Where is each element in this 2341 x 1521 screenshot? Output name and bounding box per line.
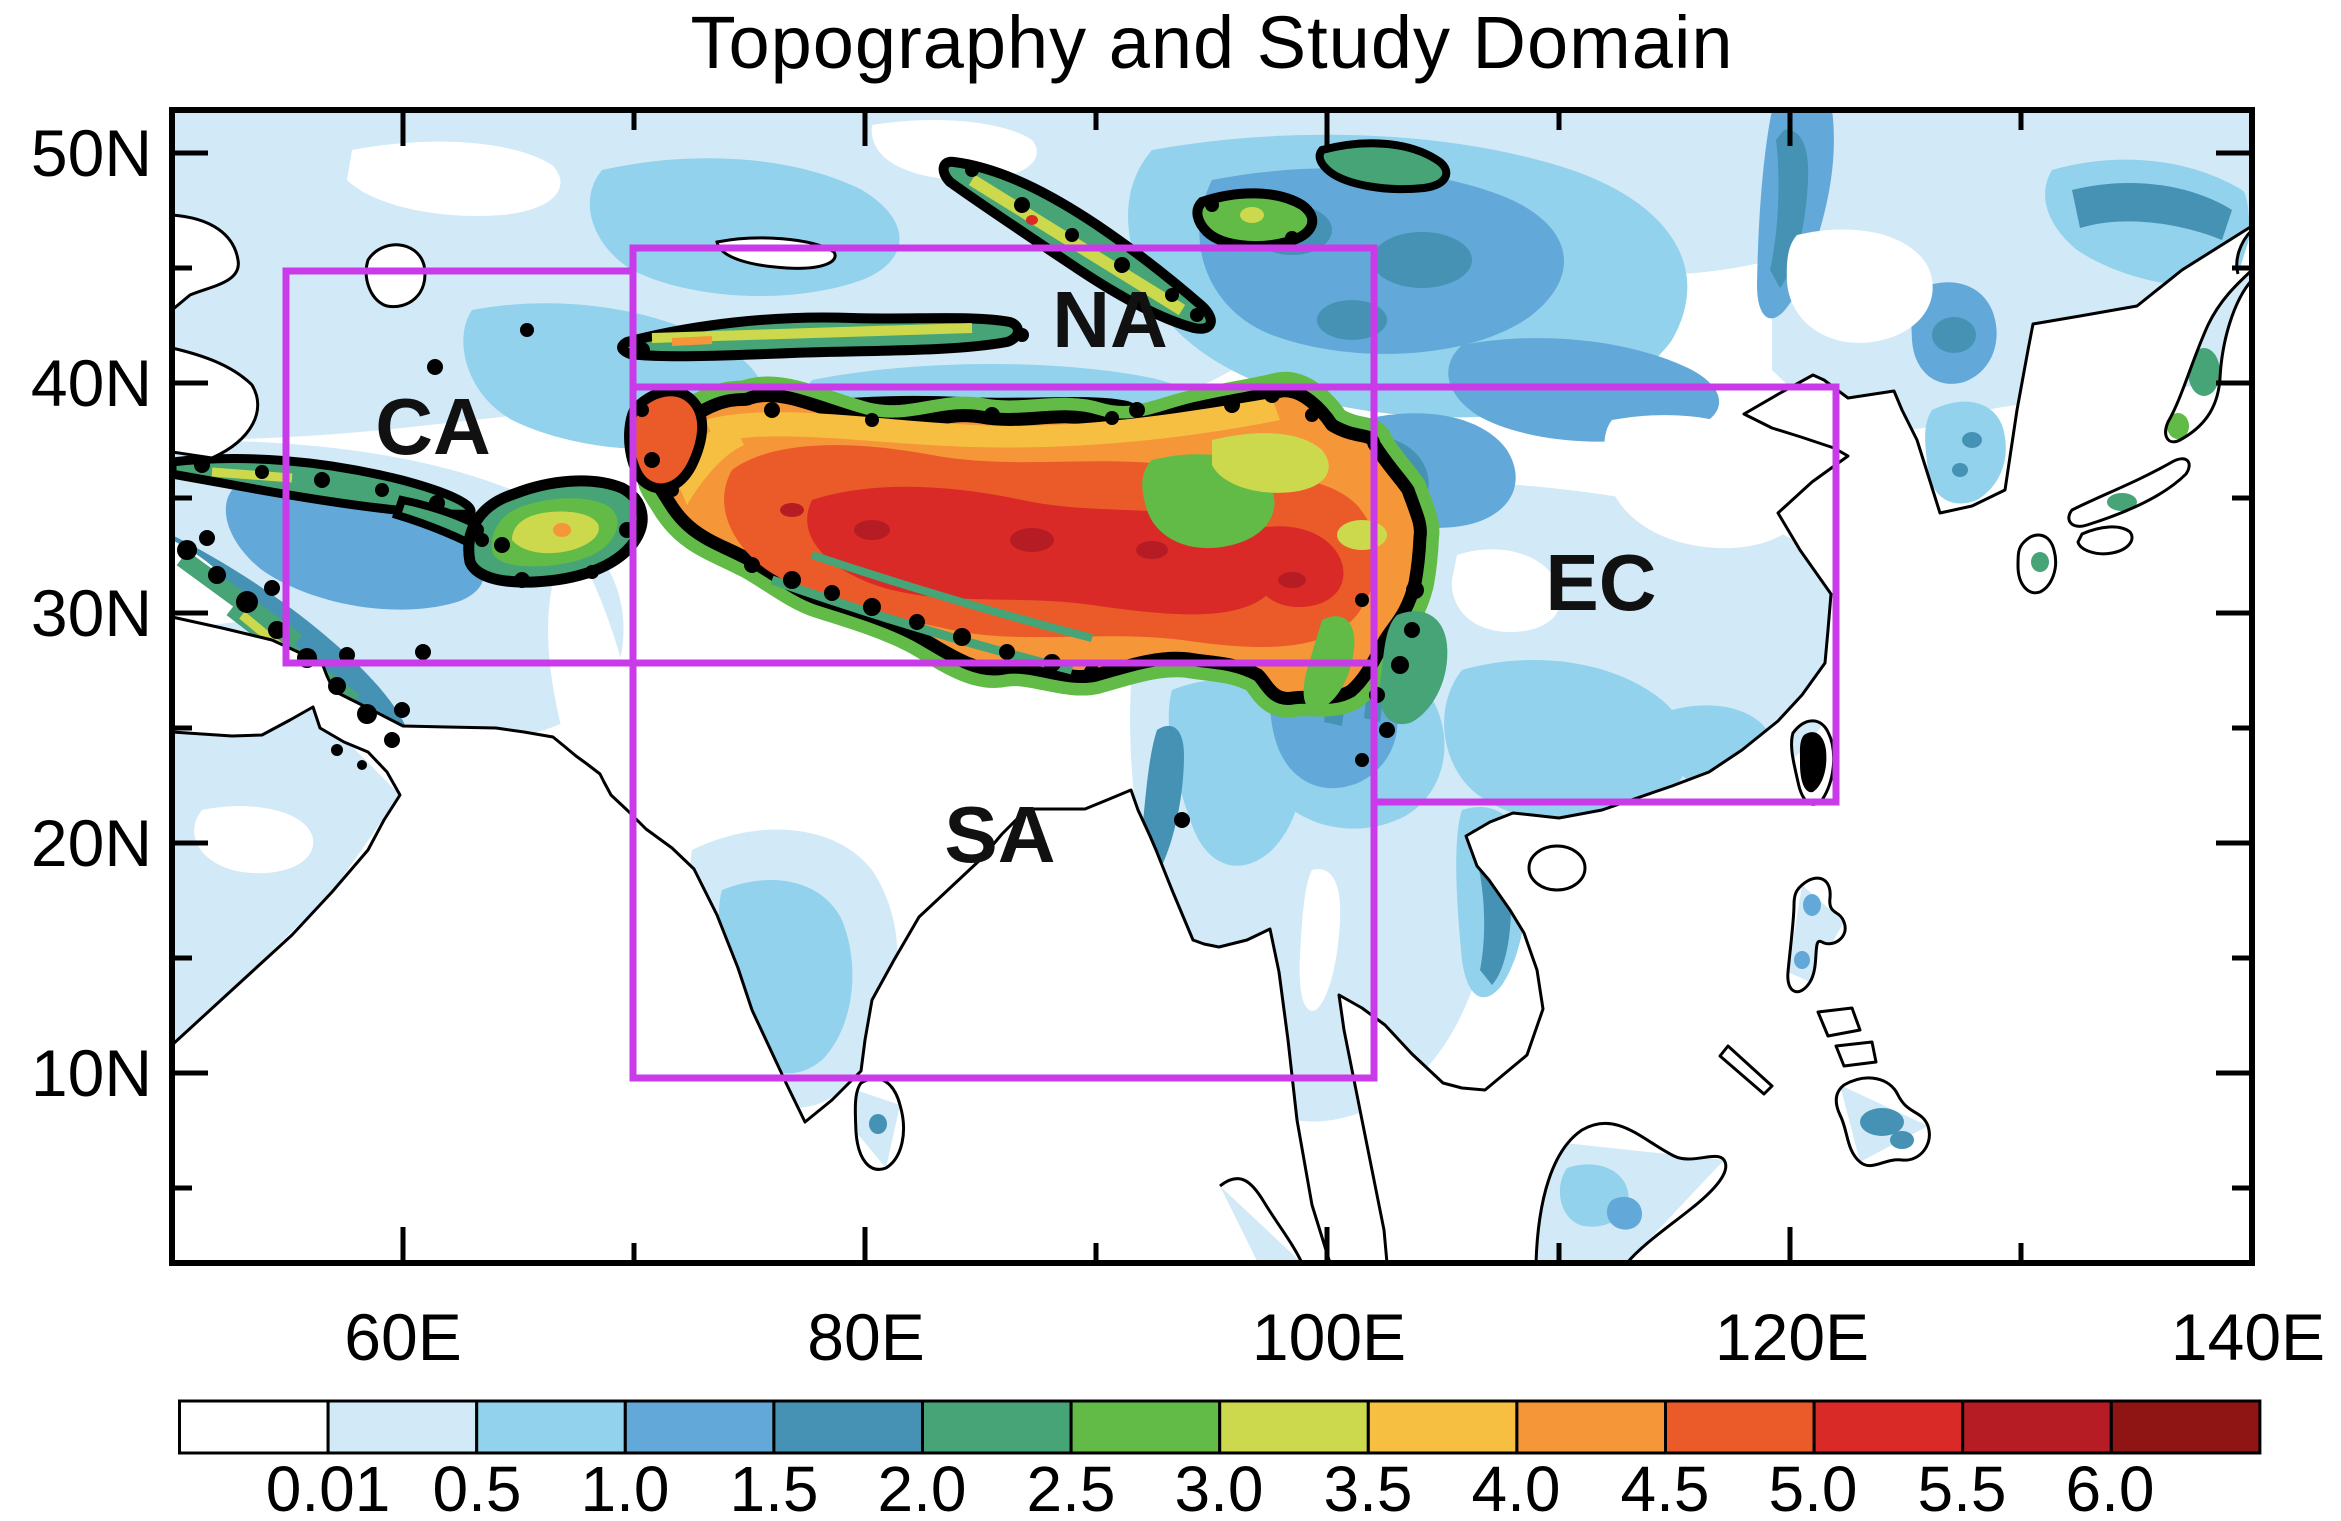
- colorbar-label-0.5: 0.5: [432, 1453, 522, 1521]
- colorbar-cell: [178, 1399, 330, 1455]
- page-title: Topography and Study Domain: [690, 1, 1734, 84]
- lat-label-30n: 30N: [30, 576, 152, 650]
- lat-label-50n: 50N: [30, 116, 152, 190]
- colorbar-label-4.5: 4.5: [1620, 1453, 1710, 1521]
- region-label-na: NA: [1052, 275, 1168, 364]
- colorbar-cell: [623, 1399, 776, 1455]
- colorbar-label-2.0: 2.0: [877, 1453, 967, 1521]
- colorbar-cell: [475, 1399, 627, 1455]
- colorbar-label-0.01: 0.01: [265, 1453, 391, 1521]
- map-figure: [169, 107, 2255, 1266]
- coastlines: [170, 224, 2254, 1264]
- inland-seas: [170, 213, 837, 460]
- lon-label-80e: 80E: [807, 1300, 925, 1374]
- domain-box-ec: [1370, 383, 1840, 806]
- lon-label-100e: 100E: [1251, 1300, 1407, 1374]
- lon-label-120e: 120E: [1714, 1300, 1870, 1374]
- colorbar-label-3.0: 3.0: [1174, 1453, 1264, 1521]
- colorbar-label-1.5: 1.5: [729, 1453, 819, 1521]
- region-label-ca: CA: [375, 382, 491, 471]
- colorbar-label-3.5: 3.5: [1323, 1453, 1413, 1521]
- map-frame: [169, 107, 2255, 1266]
- lat-label-20n: 20N: [30, 806, 152, 880]
- lat-label-40n: 40N: [30, 346, 152, 420]
- colorbar-cell: [1664, 1399, 1816, 1455]
- colorbar-cell: [2109, 1399, 2262, 1455]
- colorbar-label-5.5: 5.5: [1917, 1453, 2007, 1521]
- lat-label-10n: 10N: [30, 1036, 152, 1110]
- lon-label-60e: 60E: [344, 1300, 462, 1374]
- colorbar-cell: [1069, 1399, 1222, 1455]
- lon-label-140e: 140E: [2170, 1300, 2326, 1374]
- colorbar-cell: [1366, 1399, 1519, 1455]
- colorbar: [178, 1399, 2262, 1455]
- colorbar-cell: [772, 1399, 925, 1455]
- colorbar-cell: [921, 1399, 1073, 1455]
- colorbar-cell: [1961, 1399, 2113, 1455]
- colorbar-label-5.0: 5.0: [1768, 1453, 1858, 1521]
- colorbar-label-6.0: 6.0: [2065, 1453, 2155, 1521]
- region-label-sa: SA: [944, 790, 1056, 879]
- colorbar-cell: [1218, 1399, 1370, 1455]
- colorbar-label-2.5: 2.5: [1026, 1453, 1116, 1521]
- colorbar-cell: [326, 1399, 479, 1455]
- aral-sea: [364, 243, 427, 309]
- colorbar-cell: [1812, 1399, 1965, 1455]
- domain-box-sa: [629, 659, 1378, 1082]
- colorbar-label-4.0: 4.0: [1471, 1453, 1561, 1521]
- contour-dots: [177, 163, 1424, 828]
- study-domain-boxes: [282, 244, 1840, 1082]
- region-label-ec: EC: [1545, 538, 1657, 627]
- colorbar-label-1.0: 1.0: [580, 1453, 670, 1521]
- colorbar-cell: [1515, 1399, 1668, 1455]
